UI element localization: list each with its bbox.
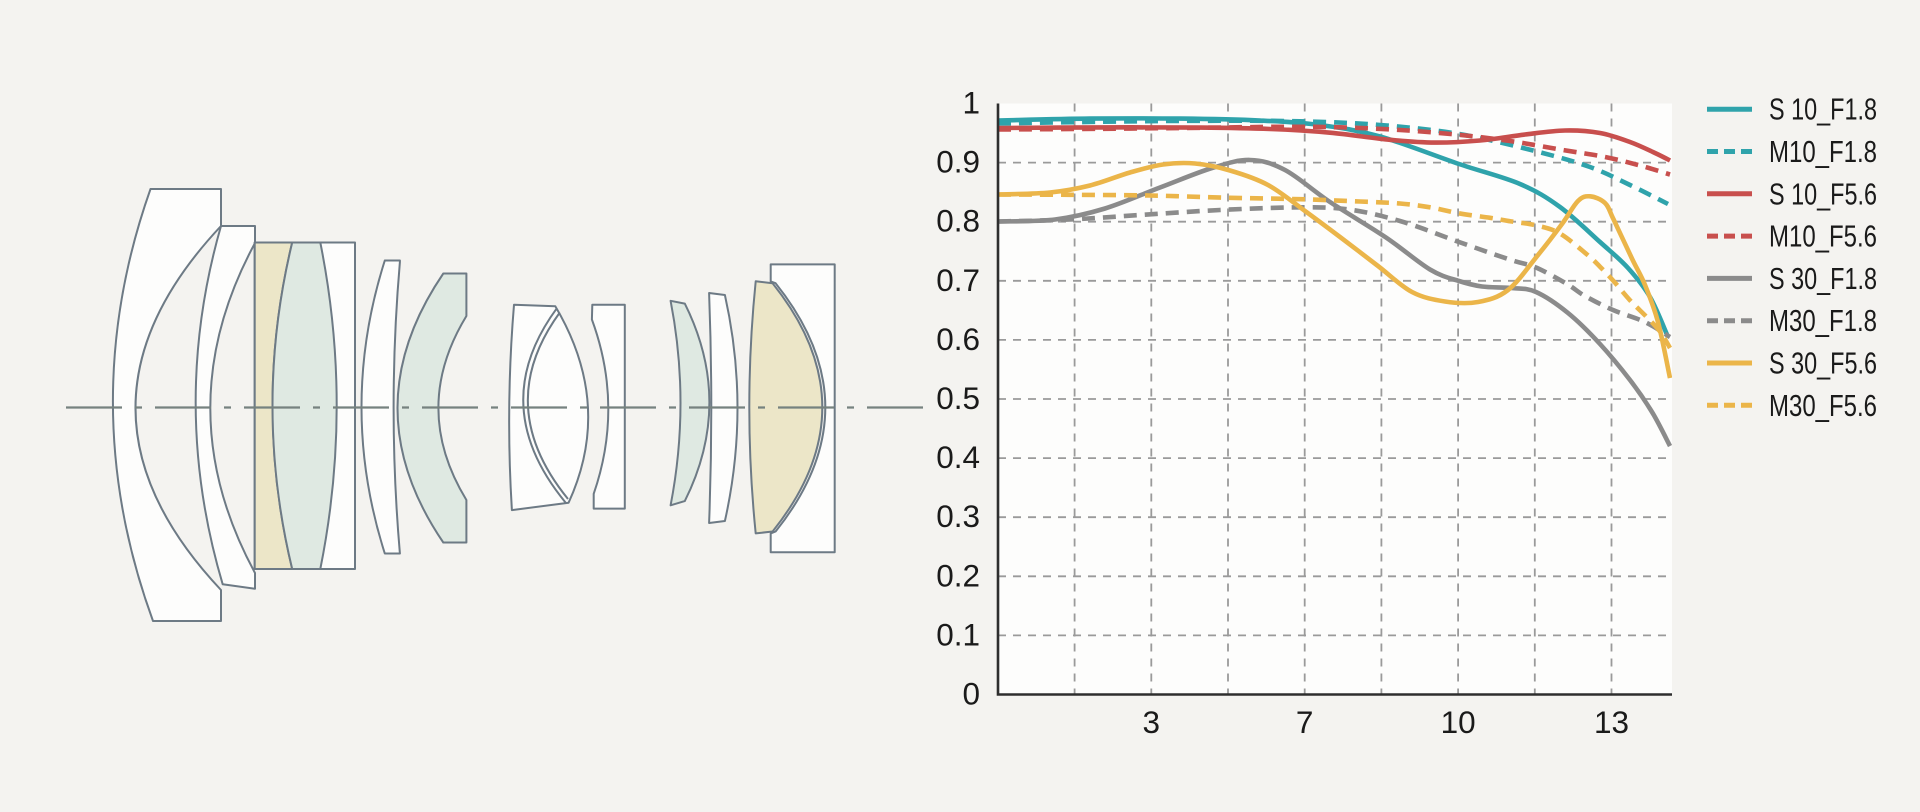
svg-text:13: 13 bbox=[1594, 704, 1629, 740]
svg-text:S 10_F5.6: S 10_F5.6 bbox=[1769, 177, 1877, 211]
svg-text:S 30_F1.8: S 30_F1.8 bbox=[1769, 262, 1877, 296]
svg-text:S 10_F1.8: S 10_F1.8 bbox=[1769, 93, 1877, 127]
svg-text:0.6: 0.6 bbox=[936, 321, 980, 357]
svg-text:0.7: 0.7 bbox=[936, 262, 980, 298]
svg-text:0.1: 0.1 bbox=[936, 616, 980, 652]
svg-text:1: 1 bbox=[962, 85, 980, 121]
svg-text:M10_F1.8: M10_F1.8 bbox=[1769, 135, 1877, 169]
svg-text:3: 3 bbox=[1143, 704, 1161, 740]
svg-text:0.9: 0.9 bbox=[936, 144, 980, 180]
svg-text:M30_F1.8: M30_F1.8 bbox=[1769, 304, 1877, 338]
svg-text:0.8: 0.8 bbox=[936, 203, 980, 239]
svg-text:0.5: 0.5 bbox=[936, 380, 980, 416]
svg-text:10: 10 bbox=[1441, 704, 1476, 740]
svg-text:M30_F5.6: M30_F5.6 bbox=[1769, 389, 1877, 423]
svg-text:M10_F5.6: M10_F5.6 bbox=[1769, 220, 1877, 254]
svg-text:0: 0 bbox=[962, 676, 980, 712]
svg-text:7: 7 bbox=[1296, 704, 1314, 740]
svg-text:0.2: 0.2 bbox=[936, 557, 980, 593]
svg-text:S 30_F5.6: S 30_F5.6 bbox=[1769, 347, 1877, 381]
svg-text:0.3: 0.3 bbox=[936, 498, 980, 534]
svg-text:0.4: 0.4 bbox=[936, 439, 980, 475]
